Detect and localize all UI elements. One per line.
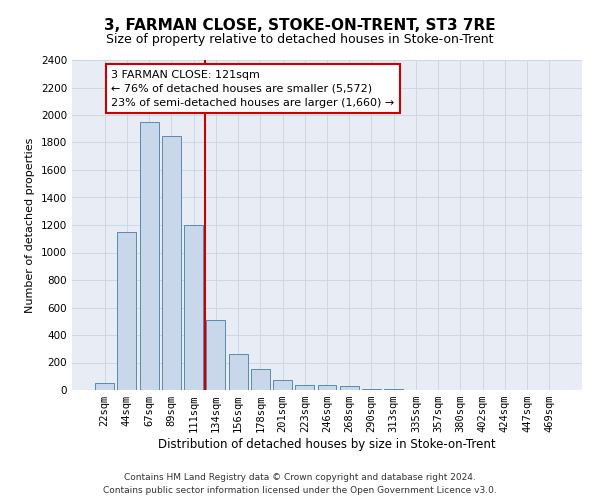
Text: Contains HM Land Registry data © Crown copyright and database right 2024.
Contai: Contains HM Land Registry data © Crown c…	[103, 473, 497, 495]
Bar	[362, 388, 381, 390]
Bar	[184, 225, 203, 390]
Bar	[206, 320, 225, 390]
Bar	[118, 232, 136, 390]
Bar	[340, 386, 359, 390]
X-axis label: Distribution of detached houses by size in Stoke-on-Trent: Distribution of detached houses by size …	[158, 438, 496, 451]
Text: 3, FARMAN CLOSE, STOKE-ON-TRENT, ST3 7RE: 3, FARMAN CLOSE, STOKE-ON-TRENT, ST3 7RE	[104, 18, 496, 32]
Bar	[140, 122, 158, 390]
Bar	[384, 388, 403, 390]
Bar	[317, 384, 337, 390]
Bar	[95, 383, 114, 390]
Bar	[273, 380, 292, 390]
Y-axis label: Number of detached properties: Number of detached properties	[25, 138, 35, 312]
Text: 3 FARMAN CLOSE: 121sqm
← 76% of detached houses are smaller (5,572)
23% of semi-: 3 FARMAN CLOSE: 121sqm ← 76% of detached…	[112, 70, 395, 108]
Bar	[162, 136, 181, 390]
Bar	[251, 370, 270, 390]
Bar	[295, 384, 314, 390]
Text: Size of property relative to detached houses in Stoke-on-Trent: Size of property relative to detached ho…	[106, 32, 494, 46]
Bar	[229, 354, 248, 390]
